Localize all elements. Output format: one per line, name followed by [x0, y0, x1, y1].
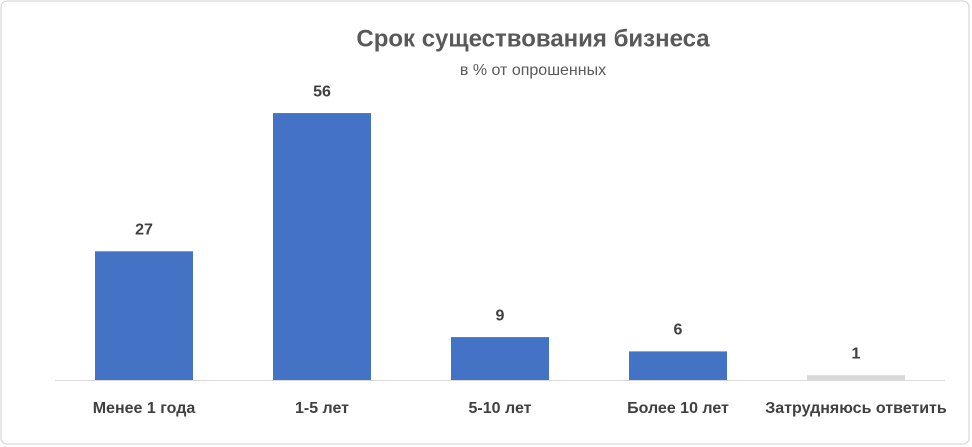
value-label: 27	[135, 222, 153, 239]
bar	[629, 351, 727, 380]
x-tick-label: Более 10 лет	[627, 400, 729, 417]
value-label: 1	[852, 345, 861, 362]
x-tick-label: Менее 1 года	[93, 400, 196, 417]
value-label: 9	[496, 307, 505, 324]
value-label: 56	[313, 83, 331, 100]
x-tick-label: 1-5 лет	[295, 400, 349, 417]
value-label: 6	[674, 322, 683, 339]
x-tick-label: Затрудняюсь ответить	[765, 400, 947, 417]
chart-title: Срок существования бизнеса	[356, 25, 710, 52]
x-tick-label: 5-10 лет	[469, 400, 532, 417]
chart-subtitle: в % от опрошенных	[460, 62, 606, 79]
bar	[807, 375, 905, 380]
bar	[95, 251, 193, 380]
bar	[273, 113, 371, 381]
bar	[451, 337, 549, 380]
